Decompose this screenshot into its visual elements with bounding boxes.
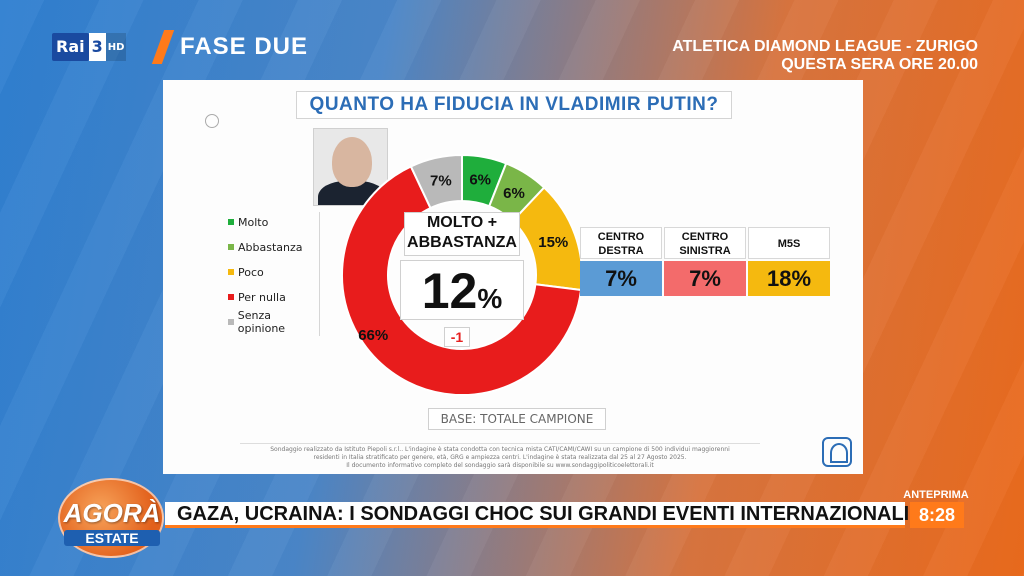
show-logo: AGORÀ ESTATE — [50, 478, 174, 560]
portrait-head — [332, 137, 372, 187]
promo: ATLETICA DIAMOND LEAGUE - ZURIGO QUESTA … — [672, 38, 978, 74]
donut-label-poco: 15% — [538, 234, 568, 251]
group-label-line: CENTRO — [597, 231, 645, 243]
legend-label: Per nulla — [238, 290, 286, 304]
legend-item-senza-opinione: Senza opinione — [228, 309, 319, 335]
group-value-m5s: 18% — [748, 261, 830, 296]
note-line-3: Il documento informativo completo del so… — [346, 462, 654, 469]
show-logo-subtitle: ESTATE — [64, 530, 160, 546]
legend-item-per-nulla: Per nulla — [228, 289, 286, 305]
portrait-photo — [313, 128, 388, 206]
pollster-logo-icon — [822, 437, 852, 467]
methodology-note: Sondaggio realizzato da Istituto Piepoli… — [240, 443, 760, 471]
note-line-1: Sondaggio realizzato da Istituto Piepoli… — [270, 446, 730, 453]
legend-swatch — [228, 219, 234, 225]
chart-legend: Molto Abbastanza Poco Per nulla Senza opinio… — [224, 212, 320, 336]
center-label-line-2: ABBASTANZA — [407, 234, 517, 251]
center-label: MOLTO + ABBASTANZA — [404, 212, 520, 256]
next-label: ANTEPRIMA — [903, 489, 969, 501]
legend-swatch — [228, 294, 234, 300]
group-label-line: SINISTRA — [679, 245, 731, 257]
legend-label: Poco — [238, 265, 264, 279]
legend-item-molto: Molto — [228, 214, 268, 230]
group-label-line: DESTRA — [598, 245, 644, 257]
legend-item-abbastanza: Abbastanza — [228, 239, 303, 255]
donut-label-molto: 6% — [469, 172, 491, 189]
group-label-line: CENTRO — [681, 231, 729, 243]
note-line-2: residenti in Italia stratificato per gen… — [313, 454, 687, 461]
legend-label: Senza opinione — [237, 309, 286, 335]
base-label: BASE: TOTALE CAMPIONE — [428, 408, 606, 430]
clock: 8:28 — [910, 502, 964, 528]
center-delta: -1 — [444, 327, 470, 347]
center-value: 12% — [400, 260, 524, 320]
donut-label-abbastanza: 6% — [503, 185, 525, 202]
group-label-centro-sinistra: CENTRO SINISTRA — [664, 227, 746, 259]
channel-logo-number: 3 — [88, 33, 106, 61]
channel-logo: Rai 3 HD — [52, 33, 128, 61]
center-value-unit: % — [477, 283, 503, 314]
top-bar: Rai 3 HD FASE DUE ATLETICA DIAMOND LEAGU… — [0, 0, 1024, 74]
ticker-headline: GAZA, UCRAINA: I SONDAGGI CHOC SUI GRAND… — [177, 503, 910, 525]
donut-slice-per-nulla — [341, 165, 583, 396]
donut-label-per-nulla: 66% — [358, 327, 388, 344]
program-title: FASE DUE — [180, 33, 309, 60]
legend-item-poco: Poco — [228, 264, 264, 280]
group-label-m5s: M5S — [748, 227, 830, 259]
group-label-line: M5S — [777, 238, 801, 250]
center-value-number: 12 — [421, 263, 478, 319]
legend-label: Abbastanza — [238, 240, 303, 254]
legend-swatch — [228, 269, 234, 275]
group-label-centro-destra: CENTRO DESTRA — [580, 227, 662, 259]
center-label-line-1: MOLTO + — [426, 214, 498, 231]
legend-swatch — [228, 319, 234, 325]
promo-line-2: QUESTA SERA ORE 20.00 — [781, 56, 978, 73]
promo-line-1: ATLETICA DIAMOND LEAGUE - ZURIGO — [672, 38, 978, 55]
group-value-centro-destra: 7% — [580, 261, 662, 296]
channel-logo-hd: HD — [105, 33, 127, 61]
donut-label-senza-opinione: 7% — [430, 172, 452, 189]
group-value-centro-sinistra: 7% — [664, 261, 746, 296]
watermark-icon — [205, 114, 219, 128]
news-ticker: GAZA, UCRAINA: I SONDAGGI CHOC SUI GRAND… — [165, 502, 909, 528]
channel-logo-main: Rai — [52, 33, 89, 61]
legend-swatch — [228, 244, 234, 250]
poll-title: QUANTO HA FIDUCIA IN VLADIMIR PUTIN? — [296, 91, 732, 119]
show-logo-title: AGORÀ — [63, 498, 161, 528]
legend-label: Molto — [238, 215, 269, 229]
donut-slice-senza-opinione — [409, 153, 463, 210]
